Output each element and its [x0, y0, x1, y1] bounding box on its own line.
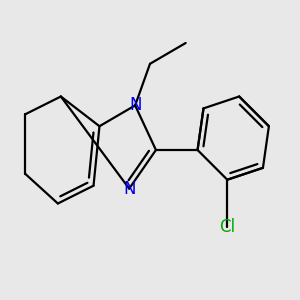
Text: N: N: [129, 96, 141, 114]
Text: N: N: [123, 180, 135, 198]
Text: Cl: Cl: [219, 218, 235, 236]
